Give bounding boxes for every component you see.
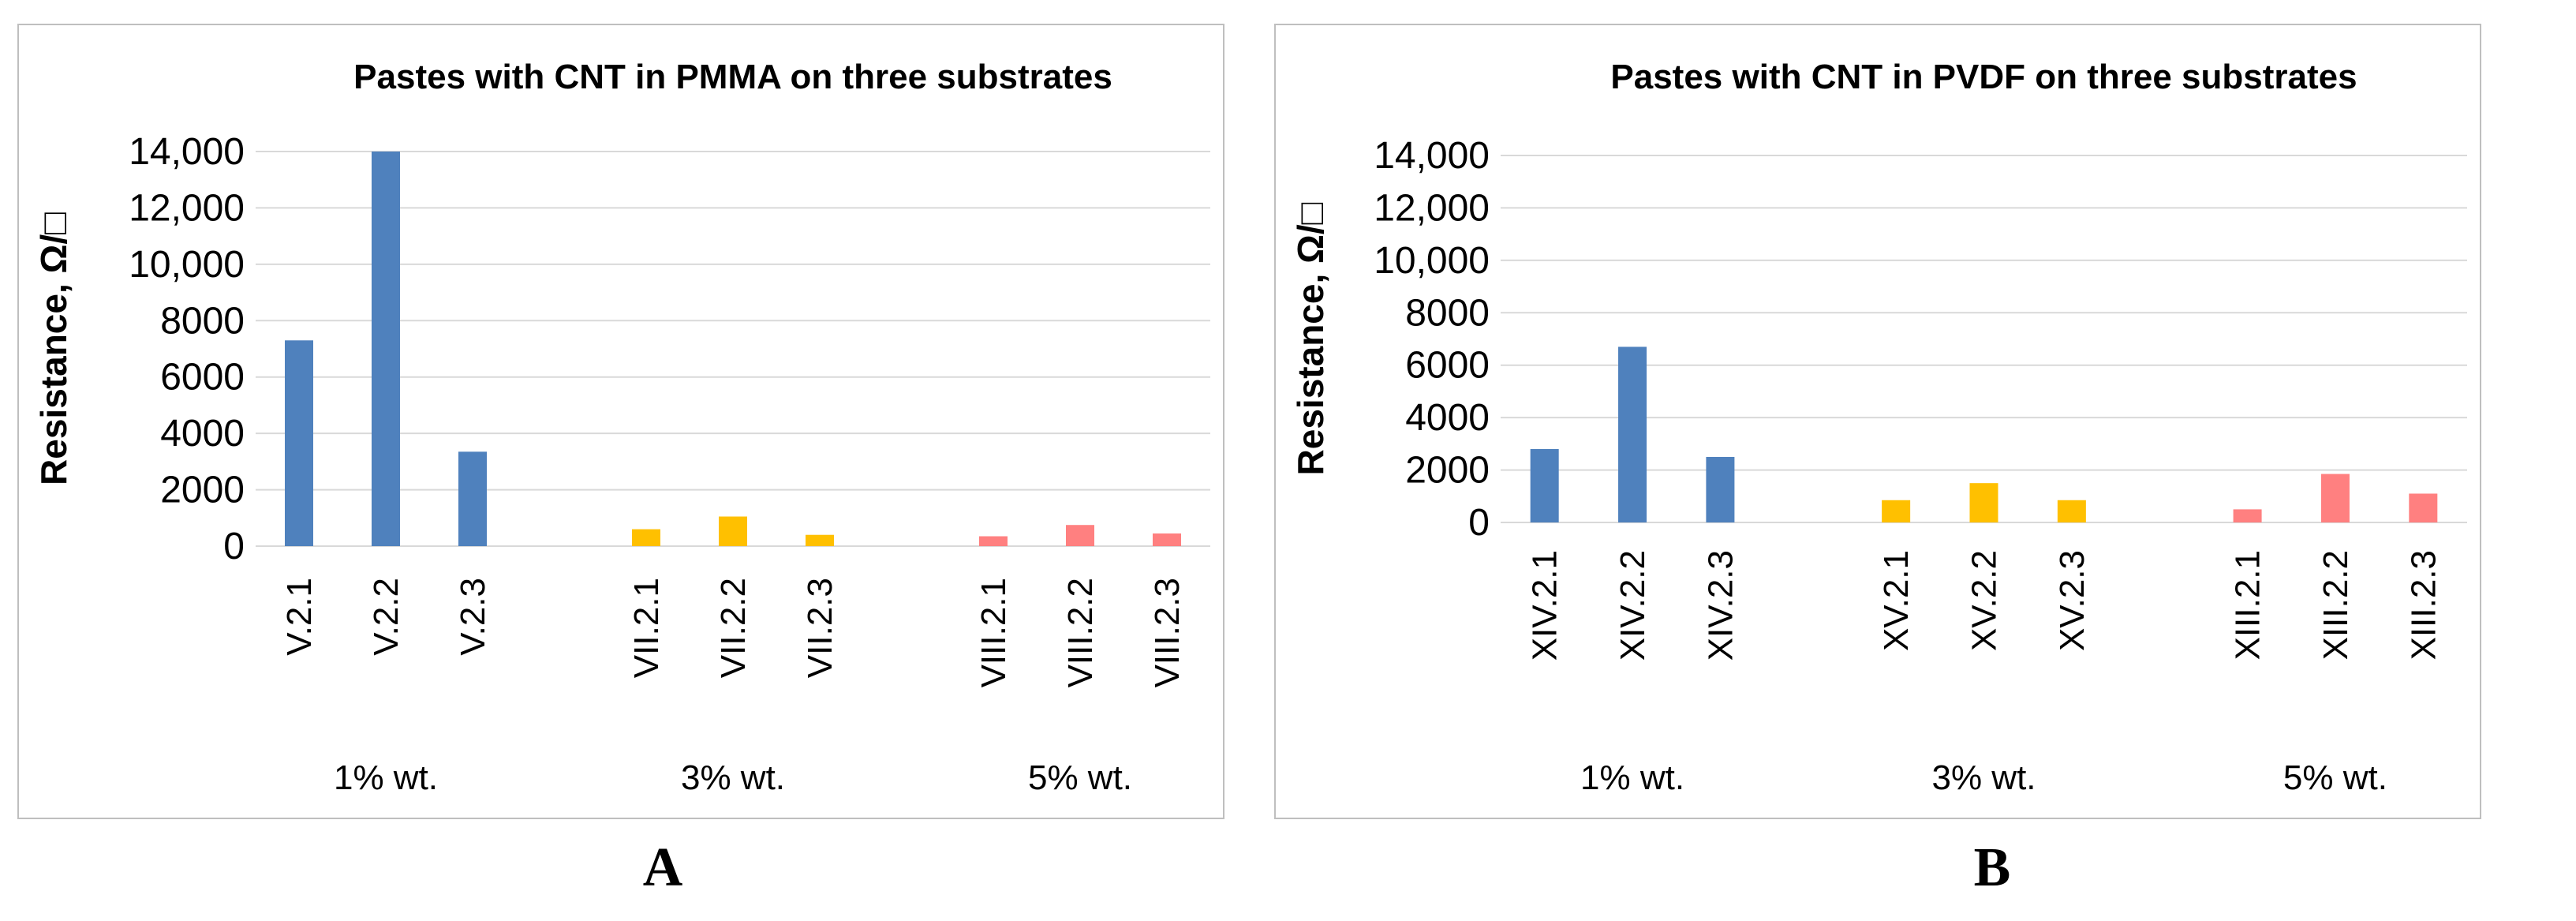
x-tick-label: VIII.2.3 — [1148, 578, 1187, 687]
bar — [1882, 500, 1910, 522]
bar — [458, 451, 487, 546]
bar — [806, 535, 834, 546]
x-tick-label: VII.2.2 — [714, 578, 753, 678]
group-label: 1% wt. — [1580, 758, 1684, 797]
panel-label-b: B — [1945, 837, 2039, 900]
x-tick-label: VIII.2.1 — [974, 578, 1013, 687]
x-tick-label: XIII.2.3 — [2404, 550, 2443, 660]
x-tick-label: XIII.2.1 — [2229, 550, 2268, 660]
bar — [1618, 346, 1647, 522]
y-tick-label: 4000 — [1405, 397, 1490, 439]
y-tick-label: 12,000 — [129, 187, 245, 229]
group-label: 3% wt. — [681, 758, 785, 797]
x-tick-label: VII.2.1 — [627, 578, 666, 678]
x-tick-label: V.2.2 — [367, 578, 406, 656]
y-tick-label: 6000 — [160, 357, 245, 399]
y-axis-label: Resistance, Ω/□ — [1290, 202, 1331, 475]
bar — [1066, 525, 1094, 546]
bar — [1531, 449, 1559, 522]
chart-a-svg: Pastes with CNT in PMMA on three substra… — [19, 25, 1226, 821]
y-tick-label: 12,000 — [1374, 187, 1490, 229]
x-tick-label: XIII.2.2 — [2316, 550, 2355, 660]
y-tick-label: 2000 — [1405, 450, 1490, 492]
y-tick-label: 10,000 — [129, 244, 245, 286]
x-tick-label: V.2.1 — [280, 578, 319, 656]
bar — [2409, 493, 2437, 522]
bar — [1706, 457, 1734, 522]
x-tick-label: V.2.3 — [454, 578, 492, 656]
chart-title: Pastes with CNT in PVDF on three substra… — [1610, 58, 2357, 96]
group-label: 1% wt. — [334, 758, 438, 797]
group-label: 5% wt. — [1028, 758, 1132, 797]
y-tick-label: 6000 — [1405, 345, 1490, 387]
group-label: 3% wt. — [1931, 758, 2036, 797]
bar — [2321, 474, 2350, 522]
chart-panel-b: Pastes with CNT in PVDF on three substra… — [1274, 24, 2481, 819]
y-tick-label: 8000 — [1405, 292, 1490, 334]
y-tick-label: 14,000 — [1374, 135, 1490, 177]
bar — [372, 152, 400, 546]
y-tick-label: 2000 — [160, 470, 245, 511]
bar — [719, 517, 747, 547]
x-tick-label: XV.2.2 — [1965, 550, 2004, 651]
chart-panel-a: Pastes with CNT in PMMA on three substra… — [17, 24, 1224, 819]
bar — [979, 537, 1008, 547]
chart-title: Pastes with CNT in PMMA on three substra… — [353, 58, 1112, 96]
y-tick-label: 14,000 — [129, 131, 245, 173]
bar — [2058, 500, 2086, 522]
x-tick-label: XIV.2.3 — [1701, 550, 1740, 661]
bar — [2234, 509, 2262, 522]
y-tick-label: 0 — [1468, 502, 1490, 544]
bar — [285, 340, 313, 546]
bar — [1153, 534, 1181, 546]
x-tick-label: VIII.2.2 — [1061, 578, 1100, 687]
y-tick-label: 4000 — [160, 413, 245, 455]
x-tick-label: XV.2.1 — [1877, 550, 1916, 651]
chart-b-svg: Pastes with CNT in PVDF on three substra… — [1276, 25, 2483, 821]
panel-label-a: A — [615, 837, 710, 900]
y-tick-label: 10,000 — [1374, 240, 1490, 282]
y-tick-label: 0 — [223, 526, 245, 567]
bar — [1970, 483, 1998, 522]
y-axis-label: Resistance, Ω/□ — [33, 212, 74, 485]
x-tick-label: XIV.2.2 — [1613, 550, 1652, 661]
x-tick-label: VII.2.3 — [801, 578, 839, 678]
bar — [632, 530, 660, 546]
x-tick-label: XIV.2.1 — [1526, 550, 1565, 661]
y-tick-label: 8000 — [160, 300, 245, 342]
x-tick-label: XV.2.3 — [2053, 550, 2092, 651]
group-label: 5% wt. — [2283, 758, 2387, 797]
